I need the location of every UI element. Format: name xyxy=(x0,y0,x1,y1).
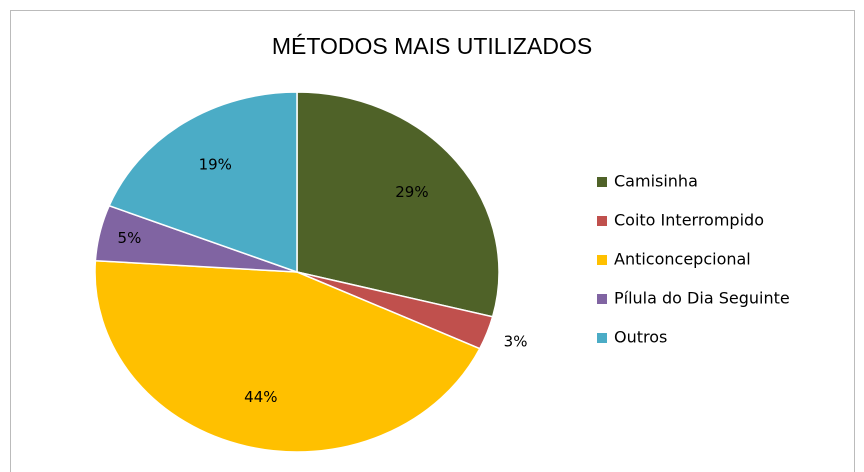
legend-label: Camisinha xyxy=(614,172,698,191)
pie-slice xyxy=(94,259,481,453)
pie-slice xyxy=(108,91,298,274)
legend-label: Pílula do Dia Seguinte xyxy=(614,289,790,308)
legend-label: Coito Interrompido xyxy=(614,211,764,230)
data-label: 44% xyxy=(244,388,277,406)
legend-swatch xyxy=(597,294,607,304)
legend-label: Anticoncepcional xyxy=(614,250,751,269)
data-label: 29% xyxy=(395,183,428,201)
data-label: 5% xyxy=(118,229,142,247)
legend-label: Outros xyxy=(614,328,667,347)
legend-swatch xyxy=(597,216,607,226)
chart-title: MÉTODOS MAIS UTILIZADOS xyxy=(272,33,592,59)
legend-swatch xyxy=(597,333,607,343)
legend-swatch xyxy=(597,255,607,265)
data-label: 3% xyxy=(504,333,528,351)
data-label: 19% xyxy=(199,155,232,173)
legend-swatch xyxy=(597,177,607,187)
pie-slice xyxy=(296,91,500,318)
